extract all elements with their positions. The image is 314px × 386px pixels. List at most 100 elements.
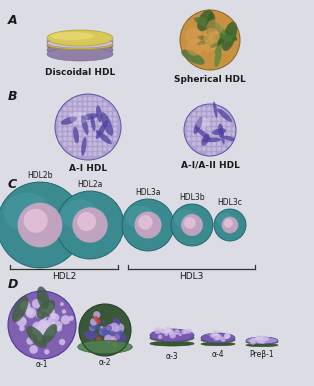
Ellipse shape xyxy=(206,12,215,39)
Ellipse shape xyxy=(3,193,51,232)
Ellipse shape xyxy=(90,115,95,131)
Circle shape xyxy=(103,122,107,126)
Circle shape xyxy=(112,324,119,331)
Ellipse shape xyxy=(218,124,223,138)
Text: α-2: α-2 xyxy=(99,358,111,367)
Circle shape xyxy=(184,329,189,334)
Ellipse shape xyxy=(37,286,49,310)
Circle shape xyxy=(224,333,230,339)
Circle shape xyxy=(88,127,92,131)
Circle shape xyxy=(101,328,109,336)
Circle shape xyxy=(93,122,97,126)
Circle shape xyxy=(45,320,55,329)
Ellipse shape xyxy=(70,112,88,124)
Circle shape xyxy=(83,107,87,111)
Circle shape xyxy=(98,122,102,126)
Circle shape xyxy=(17,317,27,327)
Circle shape xyxy=(90,321,99,329)
Circle shape xyxy=(197,127,201,131)
Circle shape xyxy=(68,117,72,121)
Circle shape xyxy=(40,321,45,326)
Circle shape xyxy=(119,330,122,334)
Circle shape xyxy=(202,112,206,116)
Circle shape xyxy=(181,329,186,335)
Circle shape xyxy=(103,137,107,141)
Circle shape xyxy=(98,97,102,101)
Circle shape xyxy=(73,122,77,126)
Circle shape xyxy=(51,321,56,325)
Ellipse shape xyxy=(220,127,225,145)
Ellipse shape xyxy=(208,35,218,46)
Circle shape xyxy=(165,327,170,332)
Circle shape xyxy=(113,318,120,325)
Circle shape xyxy=(222,142,226,146)
Circle shape xyxy=(90,340,95,345)
Circle shape xyxy=(84,331,89,336)
Ellipse shape xyxy=(202,137,221,142)
Ellipse shape xyxy=(197,37,217,45)
Circle shape xyxy=(43,325,53,335)
Circle shape xyxy=(103,117,107,121)
Circle shape xyxy=(68,142,72,146)
Ellipse shape xyxy=(197,10,213,31)
Circle shape xyxy=(104,336,110,342)
Circle shape xyxy=(202,127,206,131)
Circle shape xyxy=(197,107,201,111)
Ellipse shape xyxy=(47,41,113,49)
Circle shape xyxy=(85,330,95,340)
Circle shape xyxy=(108,112,112,116)
Circle shape xyxy=(37,327,42,332)
Circle shape xyxy=(96,319,100,324)
Circle shape xyxy=(78,97,82,101)
Circle shape xyxy=(166,327,171,333)
Circle shape xyxy=(68,137,72,141)
Circle shape xyxy=(37,323,47,332)
Ellipse shape xyxy=(47,39,113,53)
Circle shape xyxy=(192,137,196,141)
Circle shape xyxy=(78,137,82,141)
Circle shape xyxy=(187,117,191,121)
Circle shape xyxy=(50,313,57,319)
Circle shape xyxy=(212,122,216,126)
Circle shape xyxy=(41,319,48,326)
Circle shape xyxy=(102,320,105,323)
Circle shape xyxy=(20,301,30,311)
Circle shape xyxy=(73,97,77,101)
Circle shape xyxy=(207,152,211,156)
Circle shape xyxy=(98,147,102,151)
Circle shape xyxy=(220,337,226,342)
Ellipse shape xyxy=(217,108,232,122)
Text: A-I HDL: A-I HDL xyxy=(69,164,107,173)
Circle shape xyxy=(185,27,202,44)
Circle shape xyxy=(93,127,97,131)
Circle shape xyxy=(197,112,201,116)
Ellipse shape xyxy=(246,340,278,344)
Circle shape xyxy=(51,313,59,322)
Circle shape xyxy=(63,127,67,131)
Ellipse shape xyxy=(195,127,211,141)
Circle shape xyxy=(73,127,77,131)
Circle shape xyxy=(232,127,236,131)
Circle shape xyxy=(32,326,42,335)
Circle shape xyxy=(56,325,62,332)
Circle shape xyxy=(227,137,231,141)
Circle shape xyxy=(108,325,113,330)
Circle shape xyxy=(207,132,211,136)
Circle shape xyxy=(19,326,24,331)
Circle shape xyxy=(113,127,117,131)
Circle shape xyxy=(187,328,192,334)
Circle shape xyxy=(171,204,213,246)
Circle shape xyxy=(73,152,77,156)
Ellipse shape xyxy=(216,29,230,41)
Circle shape xyxy=(98,142,102,146)
Circle shape xyxy=(212,127,216,131)
Circle shape xyxy=(115,323,124,333)
Circle shape xyxy=(88,137,92,141)
Circle shape xyxy=(78,142,82,146)
Circle shape xyxy=(216,334,222,340)
Circle shape xyxy=(108,117,112,121)
Circle shape xyxy=(78,147,82,151)
Text: D: D xyxy=(8,278,19,291)
Circle shape xyxy=(78,152,82,156)
Circle shape xyxy=(93,117,97,121)
